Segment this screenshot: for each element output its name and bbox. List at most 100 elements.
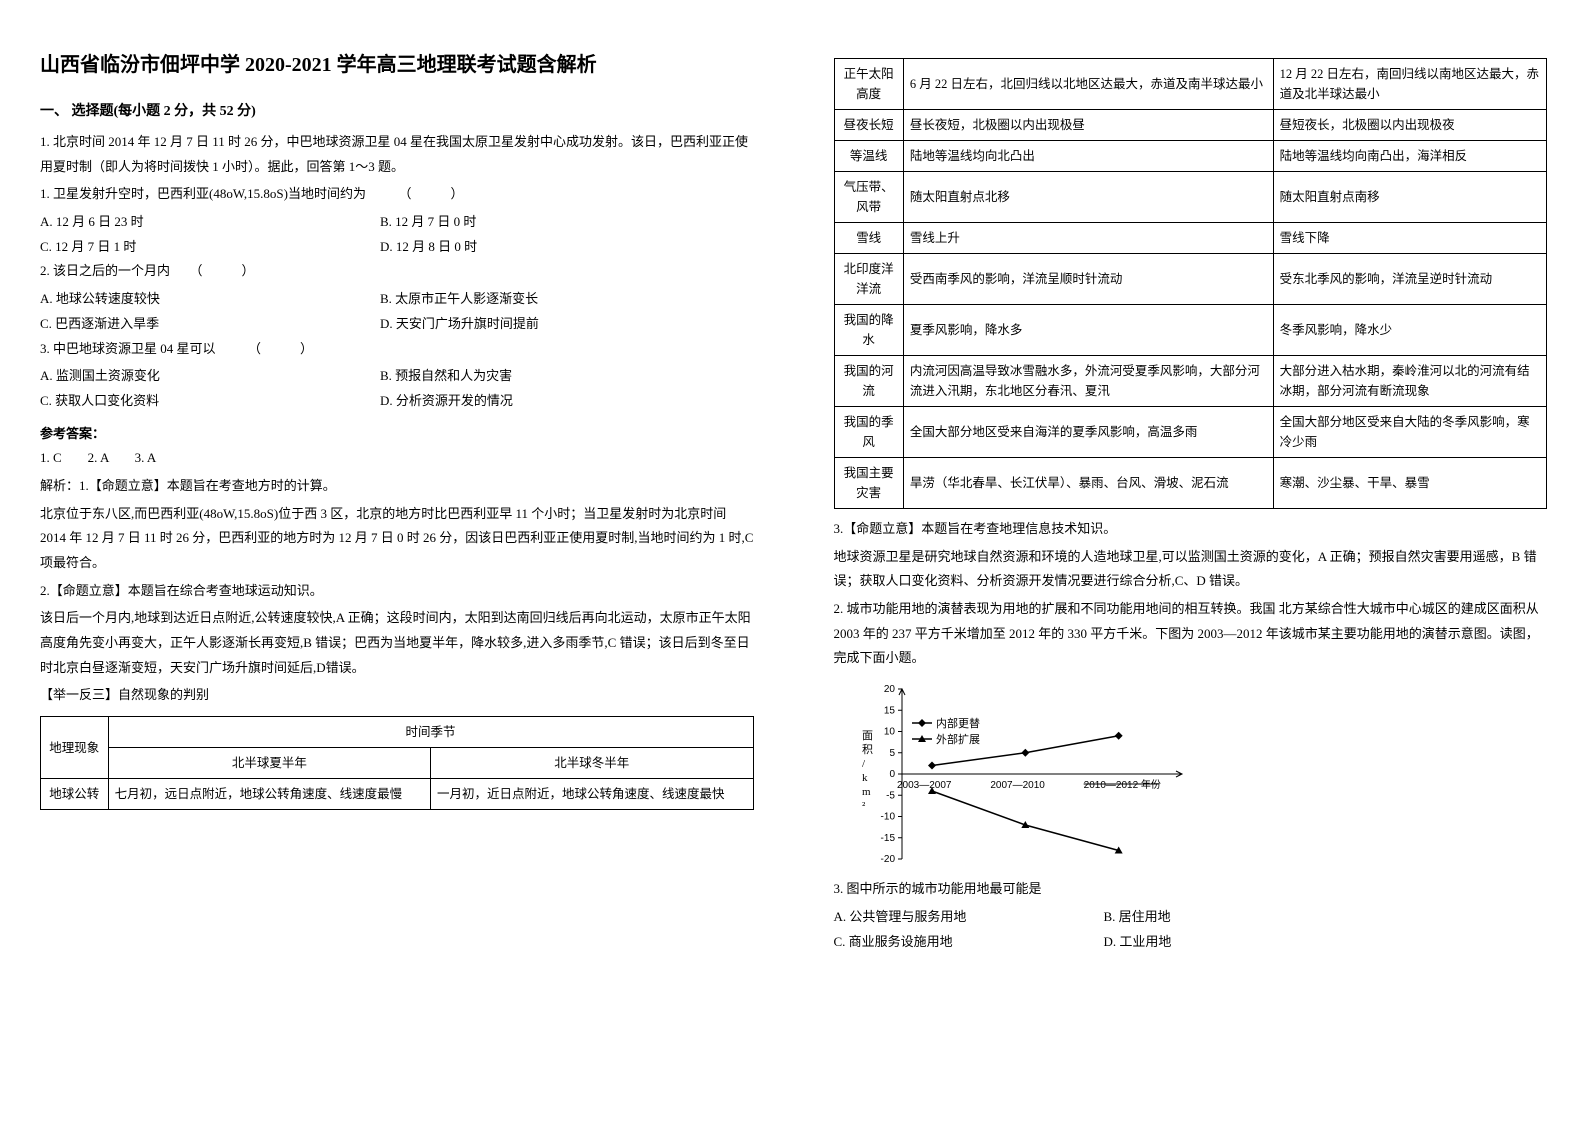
td-summer: 旱涝（华北春旱、长江伏旱）、暴雨、台风、滑坡、泥石流 [903, 458, 1273, 509]
td-summer: 昼长夜短，北极圈以内出现极昼 [903, 110, 1273, 141]
q1-1-opt-d: D. 12 月 8 日 0 时 [380, 235, 477, 260]
td-summer: 陆地等温线均向北凸出 [903, 141, 1273, 172]
q1-intro: 1. 北京时间 2014 年 12 月 7 日 11 时 26 分，中巴地球资源… [40, 130, 754, 179]
td-summer: 全国大部分地区受来自海洋的夏季风影响，高温多雨 [903, 407, 1273, 458]
td-winter: 大部分进入枯水期，秦岭淮河以北的河流有结冰期，部分河流有断流现象 [1273, 356, 1546, 407]
table-row: 雪线雪线上升雪线下降 [834, 223, 1547, 254]
q1-3-opt-c: C. 获取人口变化资料 [40, 389, 320, 414]
answer-line: 1. C 2. A 3. A [40, 446, 754, 471]
td-name: 我国的季风 [834, 407, 903, 458]
svg-text:15: 15 [883, 705, 895, 716]
td-summer: 雪线上升 [903, 223, 1273, 254]
td-name: 北印度洋洋流 [834, 254, 903, 305]
table-row: 气压带、风带随太阳直射点北移随太阳直射点南移 [834, 172, 1547, 223]
q1-3-opt-d: D. 分析资源开发的情况 [380, 389, 513, 414]
q1-3-opts-row1: A. 监测国土资源变化 B. 预报自然和人为灾害 [40, 364, 754, 389]
td-name: 昼夜长短 [834, 110, 903, 141]
chart-svg: -20-15-10-505101520面积/km²2003—20072007—2… [854, 681, 1192, 867]
td-summer: 受西南季风的影响，洋流呈顺时针流动 [903, 254, 1273, 305]
th-season: 时间季节 [108, 717, 753, 748]
td-summer: 夏季风影响，降水多 [903, 305, 1273, 356]
svg-text:m: m [862, 786, 871, 798]
q1-1-opt-b: B. 12 月 7 日 0 时 [380, 210, 476, 235]
table-row: 地球公转 七月初，远日点附近，地球公转角速度、线速度最慢 一月初，近日点附近，地… [41, 779, 754, 810]
table-row: 我国的河流内流河因高温导致冰雪融水多，外流河受夏季风影响，大部分河流进入汛期，东… [834, 356, 1547, 407]
exp1-label: 解析：1.【命题立意】本题旨在考查地方时的计算。 [40, 474, 754, 499]
svg-text:20: 20 [883, 684, 895, 695]
q1-1-opt-c: C. 12 月 7 日 1 时 [40, 235, 320, 260]
extend-label: 【举一反三】自然现象的判别 [40, 683, 754, 708]
svg-text:积: 积 [862, 743, 873, 756]
table-row: 昼夜长短昼长夜短，北极圈以内出现极昼昼短夜长，北极圈以内出现极夜 [834, 110, 1547, 141]
exp2-body: 该日后一个月内,地球到达近日点附近,公转速度较快,A 正确；这段时间内，太阳到达… [40, 606, 754, 680]
td-winter: 随太阳直射点南移 [1273, 172, 1546, 223]
svg-text:/: / [862, 758, 866, 770]
td-winter: 昼短夜长，北极圈以内出现极夜 [1273, 110, 1546, 141]
table-row: 正午太阳高度6 月 22 日左右，北回归线以北地区达最大，赤道及南半球达最小12… [834, 59, 1547, 110]
q2-3-stem: 3. 图中所示的城市功能用地最可能是 [834, 877, 1548, 902]
td-winter: 寒潮、沙尘暴、干旱、暴雪 [1273, 458, 1546, 509]
td-name: 我国主要灾害 [834, 458, 903, 509]
right-page: 正午太阳高度6 月 22 日左右，北回归线以北地区达最大，赤道及南半球达最小12… [794, 0, 1587, 1122]
q2-3-opt-d: D. 工业用地 [1104, 930, 1172, 955]
svg-text:-20: -20 [880, 854, 895, 865]
table-row: 我国主要灾害旱涝（华北春旱、长江伏旱）、暴雨、台风、滑坡、泥石流寒潮、沙尘暴、干… [834, 458, 1547, 509]
svg-text:-10: -10 [880, 812, 895, 823]
td-name: 我国的河流 [834, 356, 903, 407]
q2-intro: 2. 城市功能用地的演替表现为用地的扩展和不同功能用地间的相互转换。我国 北方某… [834, 597, 1548, 671]
svg-text:0: 0 [889, 769, 895, 780]
svg-text:-15: -15 [880, 833, 895, 844]
table-row: 我国的季风全国大部分地区受来自海洋的夏季风影响，高温多雨全国大部分地区受来自大陆… [834, 407, 1547, 458]
document-title: 山西省临汾市佃坪中学 2020-2021 学年高三地理联考试题含解析 [40, 50, 754, 80]
q1-3-opts-row2: C. 获取人口变化资料 D. 分析资源开发的情况 [40, 389, 754, 414]
phenomena-table-left: 地理现象 时间季节 北半球夏半年 北半球冬半年 地球公转 七月初，远日点附近，地… [40, 716, 754, 810]
q2-3-opt-a: A. 公共管理与服务用地 [834, 905, 1044, 930]
svg-text:-5: -5 [886, 790, 895, 801]
td-summer: 内流河因高温导致冰雪融水多，外流河受夏季风影响，大部分河流进入汛期，东北地区分春… [903, 356, 1273, 407]
answer-heading: 参考答案： [40, 422, 754, 447]
table-row: 我国的降水夏季风影响，降水多冬季风影响，降水少 [834, 305, 1547, 356]
q1-2-opt-c: C. 巴西逐渐进入旱季 [40, 312, 320, 337]
svg-text:2003—2007: 2003—2007 [897, 780, 952, 791]
q1-1-opt-a: A. 12 月 6 日 23 时 [40, 210, 320, 235]
exp2-label: 2.【命题立意】本题旨在综合考查地球运动知识。 [40, 579, 754, 604]
svg-text:²: ² [862, 800, 866, 812]
q2-3-opt-b: B. 居住用地 [1104, 905, 1171, 930]
td-name: 地球公转 [41, 779, 109, 810]
q1-3-opt-a: A. 监测国土资源变化 [40, 364, 320, 389]
svg-text:k: k [862, 772, 868, 784]
td-winter: 雪线下降 [1273, 223, 1546, 254]
q1-1-opts-row1: A. 12 月 6 日 23 时 B. 12 月 7 日 0 时 [40, 210, 754, 235]
svg-text:面: 面 [862, 730, 873, 742]
table-row: 等温线陆地等温线均向北凸出陆地等温线均向南凸出，海洋相反 [834, 141, 1547, 172]
td-name: 等温线 [834, 141, 903, 172]
svg-text:10: 10 [883, 727, 895, 738]
table-row: 北半球夏半年 北半球冬半年 [41, 748, 754, 779]
td-winter: 陆地等温线均向南凸出，海洋相反 [1273, 141, 1546, 172]
table-row: 地理现象 时间季节 [41, 717, 754, 748]
td-winter: 冬季风影响，降水少 [1273, 305, 1546, 356]
svg-text:内部更替: 内部更替 [936, 716, 980, 730]
line-chart: -20-15-10-505101520面积/km²2003—20072007—2… [854, 681, 1548, 867]
td-name: 正午太阳高度 [834, 59, 903, 110]
svg-text:外部扩展: 外部扩展 [936, 732, 980, 746]
q1-3-stem: 3. 中巴地球资源卫星 04 星可以 （ ） [40, 337, 754, 362]
exp3-body: 地球资源卫星是研究地球自然资源和环境的人造地球卫星,可以监测国土资源的变化，A … [834, 545, 1548, 594]
section-1-heading: 一、 选择题(每小题 2 分，共 52 分) [40, 100, 754, 120]
td-name: 雪线 [834, 223, 903, 254]
q1-2-stem: 2. 该日之后的一个月内 （ ） [40, 259, 754, 284]
q2-3-opts-row1: A. 公共管理与服务用地 B. 居住用地 [834, 905, 1548, 930]
q1-2-opt-d: D. 天安门广场升旗时间提前 [380, 312, 539, 337]
th-phenomenon: 地理现象 [41, 717, 109, 779]
q1-1-stem: 1. 卫星发射升空时，巴西利亚(48oW,15.8oS)当地时间约为 （ ） [40, 182, 754, 207]
td-name: 气压带、风带 [834, 172, 903, 223]
td-winter: 全国大部分地区受来自大陆的冬季风影响，寒冷少雨 [1273, 407, 1546, 458]
q1-1-opts-row2: C. 12 月 7 日 1 时 D. 12 月 8 日 0 时 [40, 235, 754, 260]
exp1-body: 北京位于东八区,而巴西利亚(48oW,15.8oS)位于西 3 区，北京的地方时… [40, 502, 754, 576]
phenomena-table-right: 正午太阳高度6 月 22 日左右，北回归线以北地区达最大，赤道及南半球达最小12… [834, 58, 1548, 509]
th-summer: 北半球夏半年 [108, 748, 430, 779]
svg-text:2007—2010: 2007—2010 [990, 780, 1045, 791]
td-winter: 受东北季风的影响，洋流呈逆时针流动 [1273, 254, 1546, 305]
td-winter: 一月初，近日点附近，地球公转角速度、线速度最快 [431, 779, 753, 810]
td-summer: 6 月 22 日左右，北回归线以北地区达最大，赤道及南半球达最小 [903, 59, 1273, 110]
